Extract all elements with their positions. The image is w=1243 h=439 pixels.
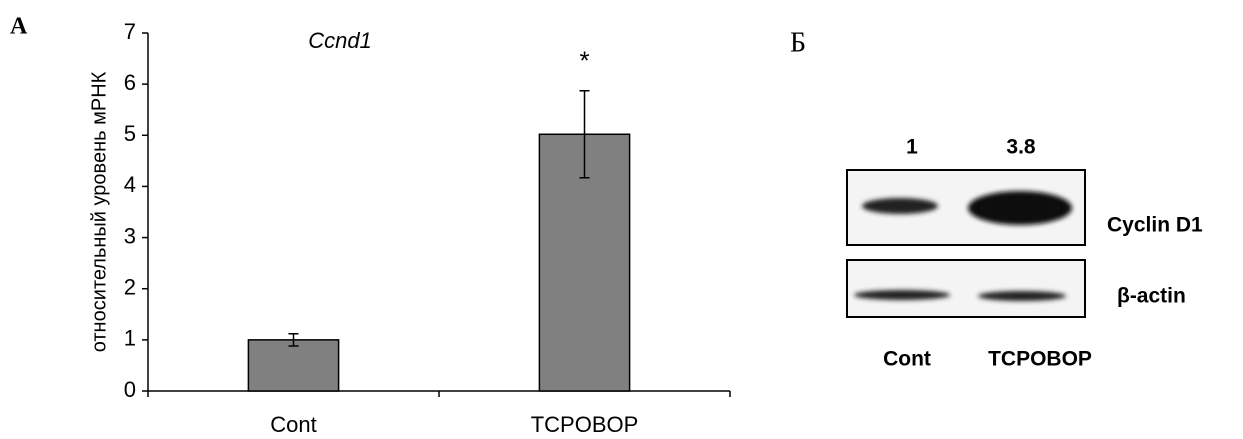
band bbox=[854, 290, 950, 300]
figure: А Б Ccnd1 относительный уровень мРНК 0 1 2… bbox=[0, 0, 1243, 439]
band bbox=[862, 198, 938, 214]
lane-label: Cont bbox=[883, 348, 931, 371]
y-tick-label: 4 bbox=[124, 172, 136, 197]
y-axis-label: относительный уровень мРНК bbox=[88, 71, 110, 352]
y-tick-label: 7 bbox=[124, 19, 136, 44]
band-label: β-actin bbox=[1117, 285, 1186, 308]
y-tick-label: 1 bbox=[124, 326, 136, 351]
lane-label: TCPOBOP bbox=[988, 348, 1092, 371]
quantification: 1 bbox=[906, 136, 918, 159]
band bbox=[978, 291, 1066, 301]
y-tick-label: 5 bbox=[124, 121, 136, 146]
chart-title: Ccnd1 bbox=[308, 28, 372, 53]
band bbox=[968, 191, 1072, 225]
y-tick-label: 6 bbox=[124, 70, 136, 95]
x-tick-label: Cont bbox=[270, 412, 316, 437]
annotation: * bbox=[579, 46, 589, 76]
bar bbox=[248, 340, 338, 391]
page: А Б Ccnd1 относительный уровень мРНК 0 1 2… bbox=[0, 0, 1243, 439]
quantification: 3.8 bbox=[1006, 136, 1036, 159]
plot: 0 1 2 3 4 5 6 7 Cont TCPOBOP * bbox=[124, 19, 730, 437]
y-tick-label: 2 bbox=[124, 275, 136, 300]
panel-label: А bbox=[10, 14, 28, 40]
x-tick-label: TCPOBOP bbox=[531, 412, 639, 437]
blot: 1 3.8 Cyclin D1 β-actin Cont TCPOBOP bbox=[847, 136, 1203, 371]
y-tick-label: 3 bbox=[124, 223, 136, 248]
panel-label: Б bbox=[790, 27, 806, 58]
blot-box bbox=[847, 260, 1085, 317]
band-label: Cyclin D1 bbox=[1107, 214, 1203, 237]
y-tick-label: 0 bbox=[124, 377, 136, 402]
